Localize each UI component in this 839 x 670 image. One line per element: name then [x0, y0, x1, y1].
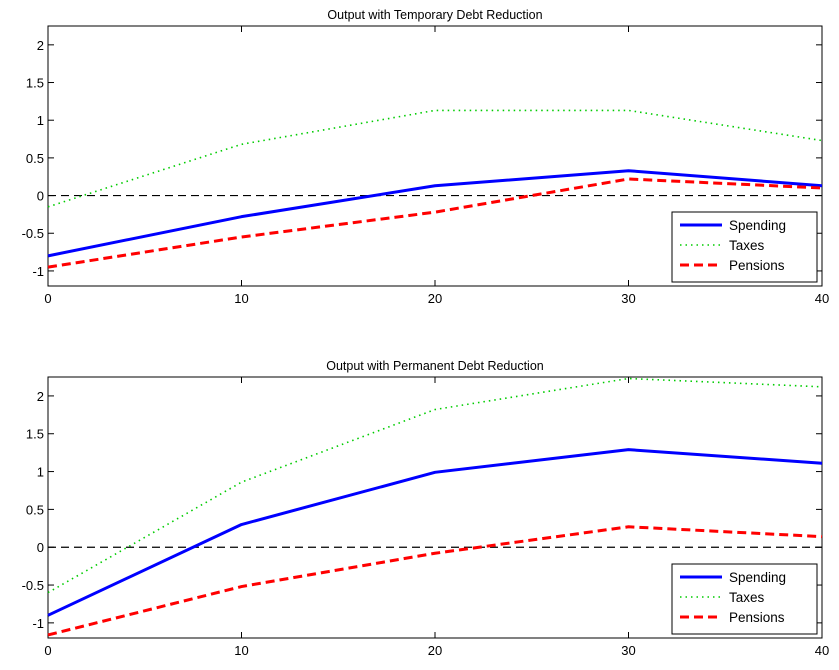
series-line-taxes	[47, 377, 823, 594]
y-tick-label: 1	[37, 465, 44, 480]
y-tick-label: 1.5	[26, 76, 44, 91]
x-tick-label: 40	[815, 291, 829, 306]
legend: Spending Taxes Pensions	[671, 211, 818, 283]
x-tick-label: 40	[815, 643, 829, 658]
legend-label-spending: Spending	[729, 570, 786, 585]
series-line-pensions	[47, 177, 823, 269]
y-tick-label: 0	[37, 189, 44, 204]
legend-label-taxes: Taxes	[729, 238, 765, 253]
legend-label-pensions: Pensions	[729, 610, 785, 625]
x-tick-label: 10	[234, 291, 248, 306]
y-tick-label: 2	[37, 38, 44, 53]
x-tick-label: 10	[234, 643, 248, 658]
y-tick-label: -1	[32, 264, 44, 279]
legend-label-taxes: Taxes	[729, 590, 765, 605]
x-tick-label: 30	[621, 291, 635, 306]
legend: Spending Taxes Pensions	[671, 563, 818, 635]
x-tick-label: 20	[428, 291, 442, 306]
series-line-spending	[47, 169, 823, 258]
y-tick-label: 0.5	[26, 151, 44, 166]
y-tick-label: 0.5	[26, 502, 44, 517]
y-tick-label: 2	[37, 389, 44, 404]
chart-title: Output with Temporary Debt Reduction	[327, 8, 542, 22]
series-line-pensions	[47, 525, 823, 637]
y-tick-label: 1.5	[26, 427, 44, 442]
y-tick-label: -0.5	[22, 226, 44, 241]
y-tick-label: -0.5	[22, 578, 44, 593]
x-tick-label: 30	[621, 643, 635, 658]
series-line-spending	[47, 448, 823, 617]
legend-label-pensions: Pensions	[729, 258, 785, 273]
series-line-taxes	[47, 109, 823, 208]
x-tick-label: 0	[44, 291, 51, 306]
y-tick-label: 1	[37, 113, 44, 128]
x-tick-label: 20	[428, 643, 442, 658]
y-tick-label: 0	[37, 540, 44, 555]
chart-title: Output with Permanent Debt Reduction	[326, 359, 544, 373]
legend-label-spending: Spending	[729, 218, 786, 233]
x-tick-label: 0	[44, 643, 51, 658]
y-tick-label: -1	[32, 616, 44, 631]
